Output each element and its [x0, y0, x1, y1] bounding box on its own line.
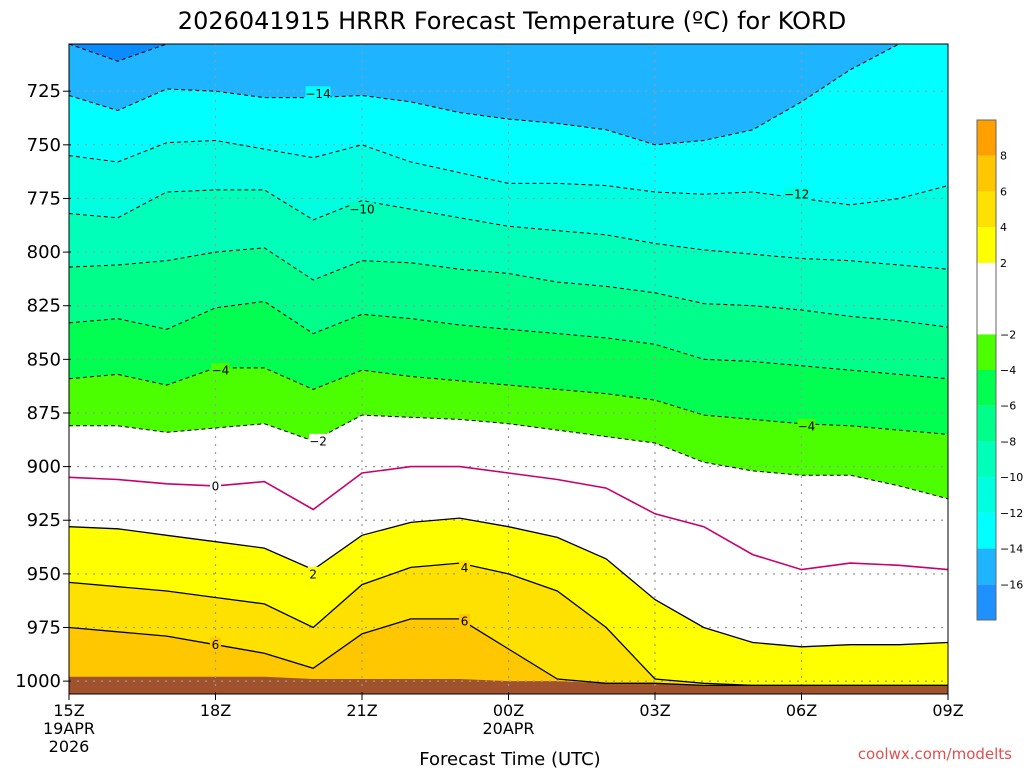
band--16-to--14	[69, 44, 948, 145]
y-tick-label: 825	[27, 296, 61, 317]
colorbar-band--4	[977, 334, 996, 370]
band-below-minus-16	[69, 44, 948, 62]
credit-text: coolwx.com/modelts	[858, 745, 1012, 763]
y-tick-label: 850	[27, 349, 61, 370]
y-tick-label: 775	[27, 188, 61, 209]
x-tick-label: 21Z	[346, 701, 377, 720]
x-tick-label: 15Z	[53, 701, 84, 720]
colorbar-band--16	[977, 548, 996, 585]
contour-label: 6	[212, 638, 220, 652]
colorbar-band--18	[977, 584, 996, 620]
y-tick-label: 750	[27, 135, 61, 156]
colorbar-label: −2	[1000, 328, 1016, 341]
band--8-to--6	[69, 247, 948, 379]
contour-label-bg-6	[210, 478, 221, 493]
colorbar-band-4	[977, 191, 996, 228]
chart-title: 2026041915 HRRR Forecast Temperature (ºC…	[178, 7, 846, 35]
band-0-to-2	[69, 466, 948, 647]
x-tick-label: 00Z	[493, 701, 524, 720]
contour-label: −4	[798, 419, 816, 433]
contour-label-bg-8	[459, 560, 471, 575]
x-tick-label: 19APR	[43, 719, 95, 738]
band-2-to-4	[69, 518, 948, 686]
colorbar-label: 8	[1000, 150, 1007, 163]
band--6-to--4	[69, 301, 948, 435]
colorbar-label: −14	[1000, 543, 1023, 556]
contour-label: 2	[309, 567, 317, 581]
colorbar-label: −4	[1000, 364, 1016, 377]
band--4-to--2	[69, 367, 948, 499]
colorbar-band--14	[977, 512, 996, 549]
colorbar-legend: 8 6 4 2 −2 −4 −6 −8 −10 −12 −14 −16	[976, 119, 1023, 621]
colorbar-band--6	[977, 370, 996, 406]
x-axis-title: Forecast Time (UTC)	[419, 749, 600, 768]
band-4-to-6	[69, 563, 948, 686]
y-tick-label: 1000	[15, 671, 61, 692]
isotherm-2	[68, 517, 949, 648]
contour-label: −14	[305, 87, 330, 101]
colorbar-band--12	[977, 477, 996, 513]
colorbar-label: 2	[1000, 257, 1007, 270]
band--2-to-0	[69, 415, 948, 570]
colorbar-band-6	[977, 155, 996, 192]
isotherm--2	[69, 414, 949, 500]
contour-label-bg-2	[784, 187, 810, 202]
contour-label: −10	[349, 203, 374, 217]
y-tick-label: 875	[27, 403, 61, 424]
contour-labels: −14 −10 −12 −4 −2 −4 0 2 4 6 6	[210, 86, 816, 652]
isotherm--8	[68, 247, 949, 328]
x-tick-label: 2026	[49, 737, 90, 756]
colorbar-label: 4	[1000, 221, 1007, 234]
colorbar-band-2	[977, 227, 996, 263]
colorbar-label: −8	[1000, 435, 1016, 448]
temperature-bands	[69, 44, 948, 694]
isotherm--6	[68, 300, 949, 380]
colorbar-frame	[976, 119, 997, 621]
y-tick-label: 900	[27, 457, 61, 478]
colorbar-label: −10	[1000, 471, 1023, 484]
contour-label-bg-10	[210, 637, 221, 652]
contour-label-bg-9	[459, 614, 471, 629]
contour-label: 4	[461, 561, 469, 575]
band-6-to-8	[69, 618, 948, 694]
contour-label-bg-4	[309, 433, 328, 448]
y-tick-label: 975	[27, 617, 61, 638]
y-tick-label: 925	[27, 510, 61, 531]
y-tick-label: 950	[27, 564, 61, 585]
colorbar-band--2	[977, 262, 996, 335]
x-tick-label: 18Z	[200, 701, 231, 720]
colorbar-label: 6	[1000, 185, 1007, 198]
y-tick-label: 725	[27, 81, 61, 102]
contour-label: 6	[461, 615, 469, 629]
y-tick-label: 800	[27, 242, 61, 263]
contour-label-bg-0	[305, 86, 331, 101]
x-tick-label: 09Z	[932, 701, 963, 720]
contour-label-bg-5	[797, 418, 816, 433]
contour-label: 0	[212, 479, 220, 493]
contour-label-bg-7	[307, 566, 319, 581]
x-tick-label: 20APR	[482, 719, 534, 738]
isotherm--12	[68, 139, 949, 206]
contour-label: −12	[784, 188, 809, 202]
colorbar-label: −16	[1000, 578, 1023, 591]
contour-label-bg-1	[349, 202, 375, 217]
contour-label: −4	[212, 364, 230, 378]
y-axis-pressure: 725 750 775 800 825 850 875 900 925 950 975 1000	[15, 81, 71, 692]
colorbar-band-8	[977, 120, 996, 156]
contour-label: −2	[309, 434, 327, 448]
x-tick-label: 03Z	[639, 701, 670, 720]
colorbar-label: −12	[1000, 507, 1023, 520]
colorbar-label: −6	[1000, 400, 1016, 413]
band--10-to--8	[69, 189, 948, 328]
contour-label-bg-3	[211, 363, 230, 378]
x-tick-label: 06Z	[786, 701, 817, 720]
isotherm--14	[68, 43, 948, 146]
colorbar-band--8	[977, 405, 996, 442]
colorbar-band--10	[977, 441, 996, 478]
